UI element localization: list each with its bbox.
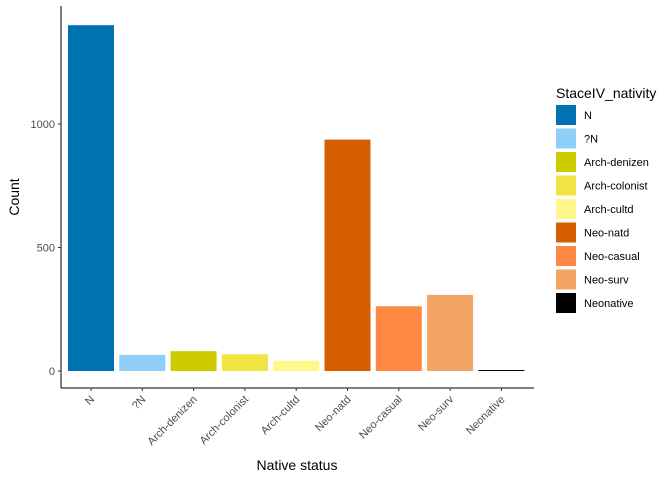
x-tick-label: Arch-cultd [259,394,303,438]
legend-key [556,246,576,266]
x-tick-label: N [83,394,97,408]
legend-label: Neonative [584,298,634,310]
bars-group [68,25,525,371]
legend-label: Neo-natd [584,228,629,240]
x-tick-label: Arch-colonist [198,394,251,447]
legend-key [556,199,576,219]
legend-items: N ?N Arch-denizen Arch-colonist Arch-cultd Ne… [556,105,649,313]
legend-key [556,222,576,243]
legend-key [556,269,576,290]
x-tick-label: Neonative [464,394,508,438]
x-axis-title: Native status [257,457,338,473]
legend-label: Arch-cultd [584,204,634,216]
y-tick-label: 0 [49,366,55,378]
legend-title: StaceIV_nativity [556,85,656,101]
x-tick-label: ?N [130,394,148,412]
legend-label: Neo-casual [584,251,640,263]
bar-n [68,25,114,371]
legend-key [556,128,576,149]
y-ticks-group: 0 500 1000 [31,119,61,378]
legend-key [556,152,576,172]
legend-key [556,105,576,125]
y-tick-label: 500 [37,243,55,255]
bar-n [119,354,166,371]
axes-group [60,6,534,389]
bar-neo-natd [324,139,371,371]
x-tick-label: Arch-denizen [145,394,199,448]
legend-key [556,175,576,196]
y-tick-label: 1000 [31,119,55,131]
legend-label: Arch-colonist [584,181,648,193]
legend-key [556,293,576,313]
legend-label: Neo-surv [584,275,629,287]
bar-neo-casual [375,306,422,371]
x-tick-label: Neo-casual [357,394,405,442]
legend-label: Arch-denizen [584,157,649,169]
bar-arch-colonist [221,354,268,371]
x-tick-label: Neo-natd [313,394,353,434]
bar-arch-cultd [273,360,320,371]
legend: StaceIV_nativity N ?N Arch-denizen Arch-col… [556,85,656,313]
x-tick-label: Neo-surv [416,393,456,433]
bar-neonative [478,370,525,371]
legend-label: N [584,110,592,122]
legend-label: ?N [584,134,598,146]
y-axis-title: Count [6,178,22,215]
bar-neo-surv [427,294,474,371]
bar-arch-denizen [170,351,217,371]
